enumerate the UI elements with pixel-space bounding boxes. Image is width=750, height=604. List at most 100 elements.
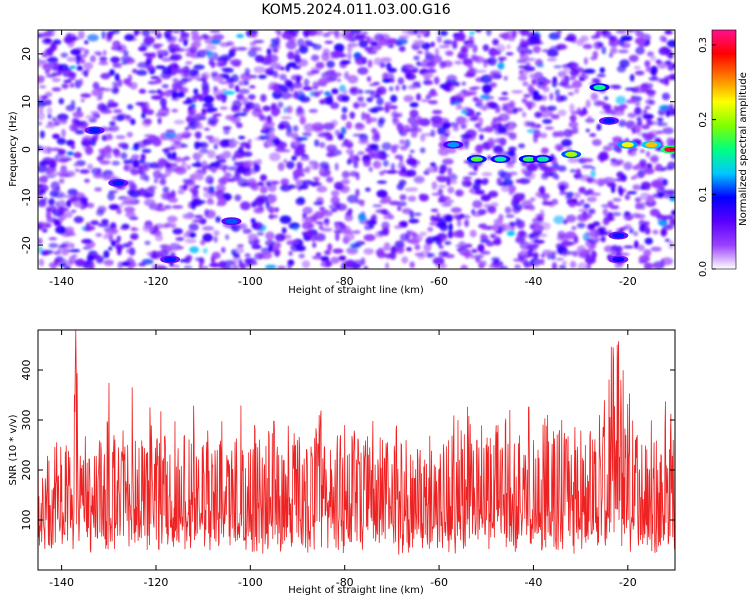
heatmap-cell	[140, 168, 150, 172]
heatmap-cell	[643, 221, 650, 226]
heatmap-cell	[569, 169, 577, 173]
heatmap-cell	[170, 53, 183, 61]
heatmap-cell	[46, 207, 52, 213]
heatmap-cell	[478, 106, 491, 110]
heatmap-cell	[625, 99, 636, 104]
heatmap-cell	[49, 190, 58, 198]
heatmap-cell	[341, 170, 350, 179]
heatmap-cell	[639, 149, 645, 154]
heatmap-cell	[339, 84, 346, 93]
heatmap-cell	[102, 49, 107, 56]
heatmap-cell	[174, 48, 186, 52]
heatmap-cell	[105, 174, 118, 181]
heatmap-cell	[436, 232, 448, 242]
heatmap-cell	[402, 124, 411, 133]
heatmap-cell	[198, 263, 203, 269]
heatmap-cell	[647, 163, 652, 169]
heatmap-cell	[372, 133, 381, 142]
heatmap-cell	[456, 248, 462, 252]
heatmap-cell	[407, 116, 417, 125]
heatmap-cell	[182, 213, 192, 219]
heatmap-cell	[111, 115, 118, 122]
heatmap-cell	[427, 68, 436, 74]
heatmap-cell	[455, 103, 460, 111]
heatmap-cell	[441, 203, 452, 207]
heatmap-cell	[438, 250, 448, 258]
heatmap-cell	[185, 61, 193, 65]
heatmap-cell	[212, 75, 224, 82]
heatmap-cell	[280, 116, 292, 120]
heatmap-cell	[341, 113, 347, 121]
heatmap-cell	[416, 34, 422, 39]
heatmap-cell	[310, 214, 318, 221]
heatmap-cell	[330, 190, 340, 197]
heatmap-cell	[144, 175, 150, 182]
heatmap-cell	[504, 206, 512, 214]
heatmap-cell	[641, 124, 650, 130]
heatmap-cell	[422, 73, 434, 78]
heatmap-cell	[149, 162, 160, 169]
heatmap-cell	[40, 95, 48, 100]
heatmap-cell	[346, 194, 359, 204]
heatmap-cell	[447, 186, 455, 194]
heatmap-cell	[353, 102, 360, 109]
heatmap-cell	[168, 135, 177, 142]
heatmap-cell	[529, 73, 535, 79]
heatmap-cell	[615, 95, 626, 105]
heatmap-cell	[464, 219, 469, 228]
snr-y-tick-label: 200	[20, 460, 33, 481]
heatmap-cell	[99, 160, 109, 165]
heatmap-cell	[301, 221, 313, 230]
heatmap-cell	[393, 225, 404, 230]
heatmap-cell	[616, 245, 623, 254]
heatmap-cell	[255, 159, 262, 165]
heatmap-cell	[467, 172, 478, 176]
heatmap-cell	[637, 244, 645, 252]
heatmap-cell	[518, 74, 528, 81]
heatmap-cell	[577, 262, 588, 269]
heatmap-cell	[557, 145, 562, 152]
heatmap-cell	[121, 223, 130, 230]
heatmap-cell	[107, 192, 115, 201]
heatmap-cell	[189, 246, 200, 254]
heatmap-cell	[554, 89, 560, 97]
heatmap-cell	[51, 264, 57, 269]
heatmap-cell	[444, 241, 452, 245]
heatmap-cell	[175, 166, 183, 171]
heatmap-cell	[404, 139, 411, 148]
heatmap-cell	[253, 66, 266, 74]
heatmap-cell	[569, 76, 577, 81]
heatmap-cell	[221, 246, 226, 254]
heatmap-cell	[190, 42, 200, 51]
heatmap-cell	[132, 159, 140, 169]
heatmap-cell	[568, 121, 579, 129]
heatmap-cell	[578, 208, 589, 213]
heatmap-cell	[559, 191, 569, 196]
heatmap-cell	[56, 137, 67, 145]
heatmap-cell	[63, 35, 74, 44]
heatmap-cell	[570, 198, 578, 205]
heatmap-cell	[500, 223, 511, 232]
heatmap-cell	[450, 207, 462, 213]
heatmap-cell	[446, 177, 451, 186]
heatmap-cell	[610, 158, 618, 163]
heatmap-cell	[442, 158, 454, 165]
heatmap-cell	[435, 262, 448, 269]
heatmap-cell	[625, 216, 633, 221]
heatmap-cell	[312, 81, 319, 90]
heatmap-cell	[645, 151, 651, 158]
heatmap-cell	[135, 101, 148, 106]
heatmap-cell	[458, 213, 465, 219]
heatmap-cell	[265, 141, 274, 147]
heatmap-cell	[554, 174, 560, 181]
heatmap-cell	[366, 97, 374, 103]
heatmap-cell	[117, 79, 123, 87]
heatmap-cell	[596, 73, 606, 78]
heatmap-cell	[57, 207, 69, 213]
heatmap-cell	[47, 172, 59, 177]
heatmap-cell	[253, 238, 259, 247]
heatmap-cell	[215, 216, 221, 223]
heatmap-cell	[80, 98, 86, 103]
heatmap-cell	[68, 255, 77, 265]
heatmap-cell	[400, 165, 407, 174]
